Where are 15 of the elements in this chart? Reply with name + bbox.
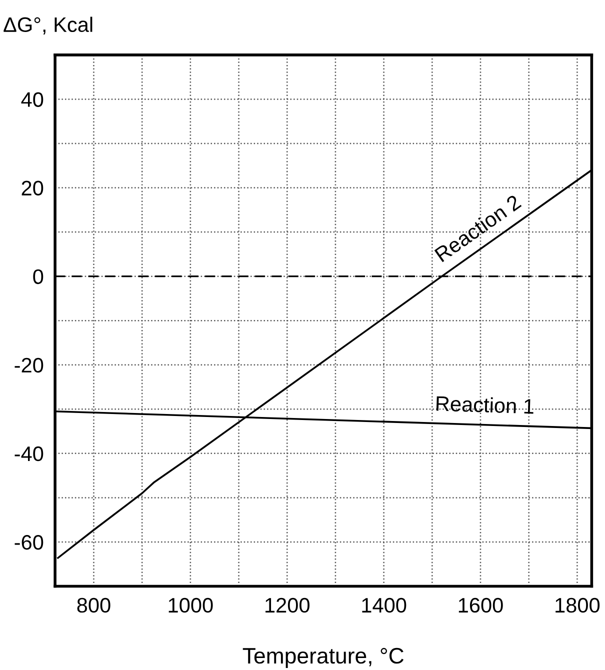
y-tick-label: 0 <box>33 269 44 284</box>
x-tick-label: 1800 <box>556 598 600 613</box>
y-tick-label: -40 <box>14 446 44 462</box>
x-tick-label: 1000 <box>168 598 213 613</box>
y-tick-label: -20 <box>14 358 44 373</box>
x-tick-label: 1400 <box>362 598 406 613</box>
y-tick-label: 20 <box>22 180 44 196</box>
x-tick-label: 1200 <box>266 598 310 613</box>
y-tick-label: 40 <box>21 92 44 107</box>
series-label: Reaction 1 <box>436 396 534 414</box>
x-axis-title: Temperature, °C <box>242 648 404 668</box>
y-axis-title: ΔG°, Kcal <box>4 16 92 35</box>
x-tick-label: 800 <box>77 598 110 613</box>
x-tick-label: 1600 <box>458 598 503 613</box>
y-tick-label: -60 <box>14 534 44 550</box>
